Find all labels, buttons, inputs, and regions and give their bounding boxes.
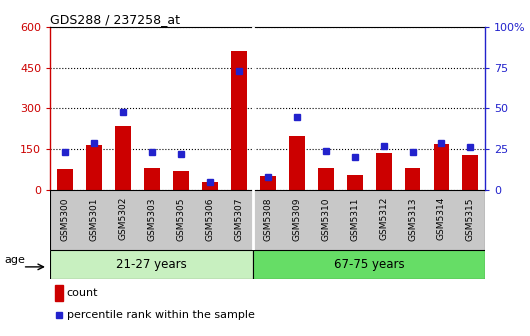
Text: GSM5300: GSM5300 — [60, 197, 69, 241]
Bar — [289, 135, 305, 190]
Text: GSM5307: GSM5307 — [234, 197, 243, 241]
Text: GSM5308: GSM5308 — [263, 197, 272, 241]
Text: GDS288 / 237258_at: GDS288 / 237258_at — [50, 13, 180, 26]
Bar — [404, 168, 420, 190]
Bar — [434, 144, 449, 190]
Text: GSM5305: GSM5305 — [176, 197, 185, 241]
Bar — [463, 155, 479, 190]
Bar — [202, 182, 218, 190]
Text: GSM5312: GSM5312 — [379, 197, 388, 241]
Text: GSM5311: GSM5311 — [350, 197, 359, 241]
Bar — [260, 176, 276, 190]
Bar — [231, 51, 246, 190]
Bar — [115, 126, 131, 190]
Text: GSM5310: GSM5310 — [321, 197, 330, 241]
Bar — [50, 250, 253, 279]
Bar — [57, 169, 73, 190]
Bar — [376, 153, 392, 190]
Text: GSM5301: GSM5301 — [90, 197, 98, 241]
Text: 67-75 years: 67-75 years — [334, 258, 404, 271]
Text: GSM5314: GSM5314 — [437, 197, 446, 241]
Text: 21-27 years: 21-27 years — [117, 258, 187, 271]
Bar — [55, 285, 63, 301]
Text: percentile rank within the sample: percentile rank within the sample — [67, 310, 255, 320]
Text: count: count — [67, 288, 99, 298]
Text: GSM5309: GSM5309 — [292, 197, 301, 241]
Bar — [173, 171, 189, 190]
Bar — [86, 145, 102, 190]
Text: GSM5315: GSM5315 — [466, 197, 475, 241]
Bar — [144, 168, 160, 190]
Text: age: age — [4, 255, 25, 265]
Bar — [317, 168, 333, 190]
Text: GSM5302: GSM5302 — [118, 197, 127, 241]
Bar — [347, 175, 363, 190]
Text: GSM5313: GSM5313 — [408, 197, 417, 241]
Text: GSM5303: GSM5303 — [147, 197, 156, 241]
Text: GSM5306: GSM5306 — [205, 197, 214, 241]
Bar — [253, 250, 485, 279]
